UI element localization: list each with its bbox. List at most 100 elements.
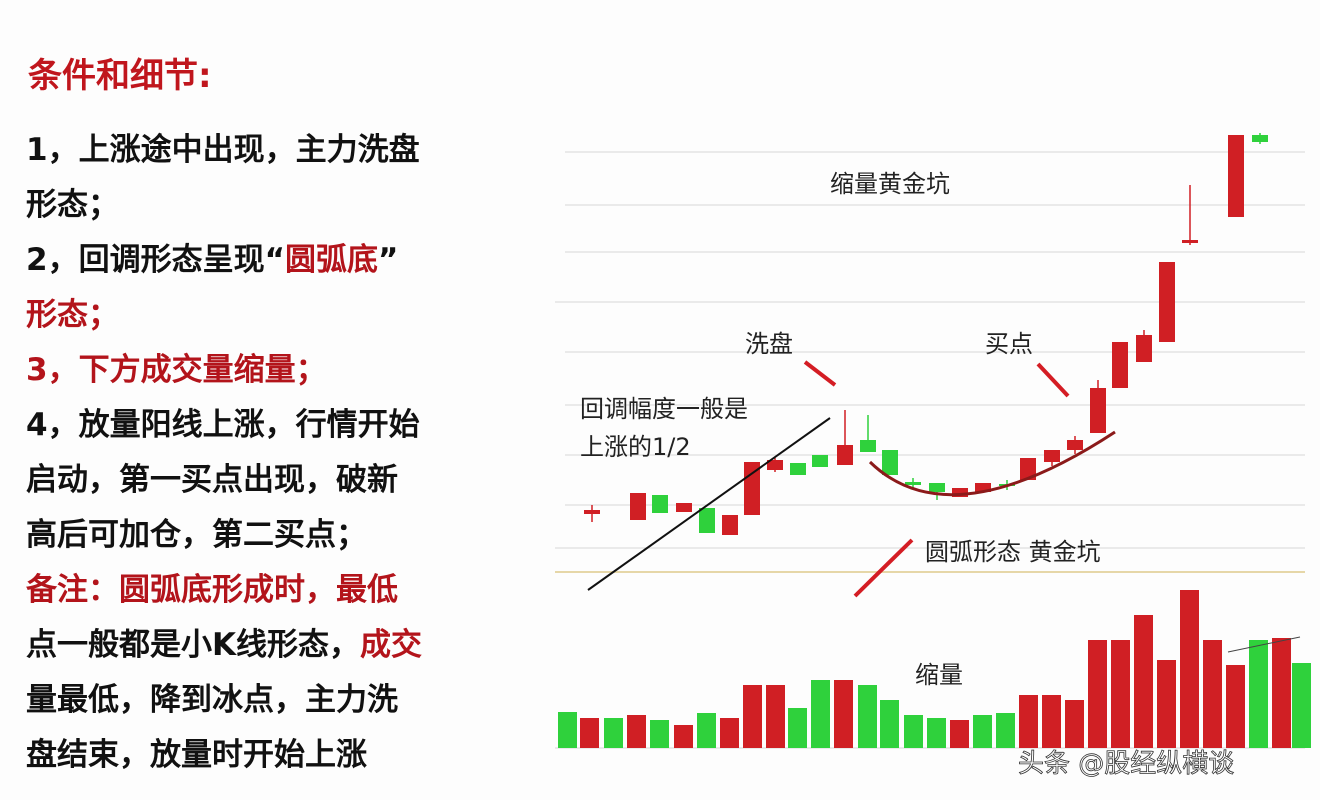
candle-body — [652, 495, 668, 513]
text-segment: 高后可加仓，第二买点； — [26, 517, 367, 553]
volume-bar — [627, 715, 646, 748]
candle-body — [767, 460, 783, 470]
text-segment: 形态； — [26, 187, 119, 223]
candle-body — [905, 482, 921, 485]
text-segment: 2，回调形态呈现“ — [26, 242, 285, 278]
buy-arrow — [1036, 362, 1070, 398]
volume-bar — [650, 720, 669, 748]
text-segment: 点一般都是小K线形态， — [26, 627, 361, 663]
annotation: 上涨的1/2 — [580, 433, 691, 461]
title: 条件和细节: — [28, 56, 212, 96]
text-segment: 成交 — [360, 627, 423, 663]
watermark: 头条 @股经纵横谈 — [1018, 749, 1234, 779]
annotation: 缩量 — [915, 661, 963, 689]
candle-body — [1112, 342, 1128, 388]
volume-bar — [697, 713, 716, 748]
volume-bar — [743, 685, 762, 748]
volume-line — [1227, 636, 1301, 653]
volume-bar — [1111, 640, 1130, 748]
volume-bar — [858, 685, 877, 748]
text-segment: 盘结束，放量时开始上涨 — [26, 737, 367, 773]
candle-body — [1228, 135, 1244, 217]
volume-bar — [604, 718, 623, 748]
text-line: 形态； — [26, 289, 119, 334]
volume-bar — [558, 712, 577, 748]
candle-body — [860, 440, 876, 452]
annotation: 缩量黄金坑 — [830, 170, 950, 198]
arc-arrow — [853, 538, 914, 598]
text-line: 量最低，降到冰点，主力洗 — [26, 674, 398, 719]
text-segment: ” — [377, 242, 399, 278]
wash-arrow — [803, 360, 837, 387]
volume-bar — [1249, 640, 1268, 748]
candle-body — [812, 455, 828, 467]
annotation: 回调幅度一般是 — [580, 395, 748, 423]
volume-bar — [1203, 640, 1222, 748]
candle-body — [1159, 262, 1175, 342]
volume-bar — [1065, 700, 1084, 748]
candle-body — [1182, 240, 1198, 243]
candle-body — [584, 510, 600, 514]
text-line: 高后可加仓，第二买点； — [26, 509, 367, 554]
volume-bar — [788, 708, 807, 748]
volume-bar — [674, 725, 693, 748]
candle-body — [882, 450, 898, 475]
text-line: 点一般都是小K线形态，成交 — [26, 619, 422, 664]
text-line: 备注：圆弧底形成时，最低 — [26, 564, 398, 609]
candle-body — [1020, 458, 1036, 480]
candle-body — [1044, 450, 1060, 462]
volume-bar — [1088, 640, 1107, 748]
text-segment: 4，放量阳线上涨，行情开始 — [26, 407, 420, 443]
candle-body — [952, 488, 968, 497]
candle-body — [975, 483, 991, 492]
arc-curve — [868, 430, 1116, 497]
volume-bar — [904, 715, 923, 748]
volume-bar — [1157, 660, 1176, 748]
text-line: 启动，第一买点出现，破新 — [26, 454, 398, 499]
volume-bar — [1272, 638, 1291, 748]
text-line: 4，放量阳线上涨，行情开始 — [26, 399, 420, 444]
text-segment: 1，上涨途中出现，主力洗盘 — [26, 132, 420, 168]
volume-bar — [950, 720, 969, 748]
annotation: 买点 — [985, 330, 1033, 358]
volume-bars — [558, 590, 1311, 748]
volume-bar — [1292, 663, 1311, 748]
candle-body — [1252, 135, 1268, 142]
volume-bar — [996, 713, 1015, 748]
text-line: 1，上涨途中出现，主力洗盘 — [26, 124, 420, 169]
text-segment: 圆弧底 — [284, 242, 378, 278]
volume-bar — [1019, 695, 1038, 748]
text-segment: 形态； — [26, 297, 119, 333]
volume-bar — [834, 680, 853, 748]
text-segment: 备注：圆弧底形成时，最低 — [26, 572, 398, 608]
candle-body — [676, 503, 692, 512]
candle-body — [929, 483, 945, 492]
text-segment: 启动，第一买点出现，破新 — [26, 462, 398, 498]
volume-bar — [580, 718, 599, 748]
text-segment: 3，下方成交量缩量； — [26, 352, 327, 388]
volume-bar — [973, 715, 992, 748]
annotation: 洗盘 — [745, 330, 793, 358]
text-line: 3，下方成交量缩量； — [26, 344, 327, 389]
candle-body — [1090, 388, 1106, 433]
volume-bar — [1042, 695, 1061, 748]
volume-bar — [811, 680, 830, 748]
volume-bar — [720, 718, 739, 748]
annotation: 圆弧形态 黄金坑 — [925, 538, 1101, 566]
candle-body — [837, 445, 853, 465]
text-line: 形态； — [26, 179, 119, 224]
volume-bar — [927, 718, 946, 748]
volume-bar — [880, 700, 899, 748]
candles — [584, 133, 1268, 535]
candle-body — [790, 463, 806, 475]
text-segment: 量最低，降到冰点，主力洗 — [26, 682, 398, 718]
candle-body — [722, 515, 738, 535]
candle-body — [630, 493, 646, 520]
volume-bar — [1180, 590, 1199, 748]
candle-body — [1136, 335, 1152, 362]
volume-bar — [766, 685, 785, 748]
text-line: 2，回调形态呈现“圆弧底” — [26, 234, 398, 279]
volume-bar — [1134, 615, 1153, 748]
